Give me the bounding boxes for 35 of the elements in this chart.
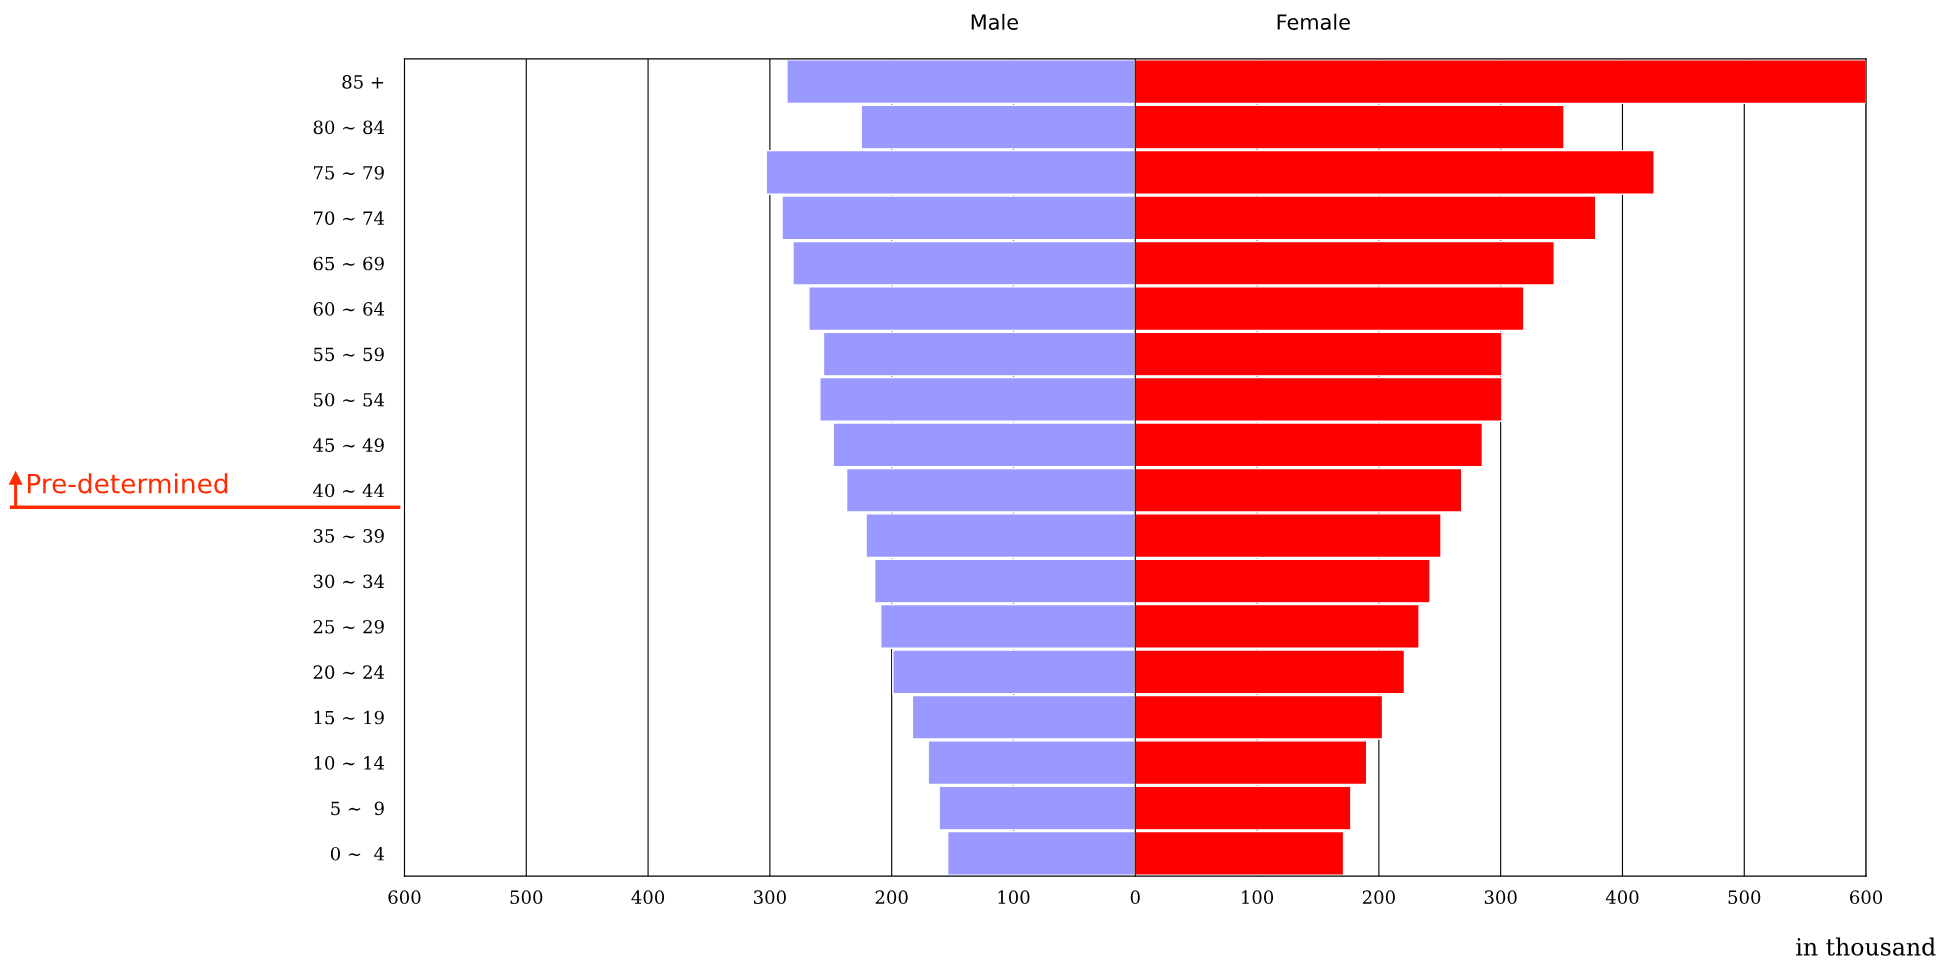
y-tick-label: 80 ∼ 84	[313, 120, 385, 135]
y-tick-label: 65 ∼ 69	[313, 256, 384, 271]
x-tick-label: 400	[1605, 890, 1639, 905]
y-tick-label: 45 ∼ 49	[313, 438, 384, 452]
x-tick-label: 300	[754, 890, 786, 905]
x-tick-label: 500	[1728, 890, 1761, 905]
x-tick-label: 0	[1130, 890, 1140, 905]
y-tick-label: 85 +	[342, 75, 384, 89]
x-tick-label: 600	[388, 890, 421, 905]
y-tick-label: 35 ∼ 39	[313, 529, 384, 543]
y-tick-label: 60 ∼ 64	[313, 302, 385, 316]
x-tick-label: 500	[510, 890, 543, 905]
y-tick-label: 10 ∼ 14	[314, 756, 385, 770]
x-tick-label: 600	[1850, 890, 1883, 905]
y-tick-label: 50 ∼ 54	[314, 392, 385, 407]
y-tick-label: 25 ∼ 29	[313, 619, 384, 634]
y-tick-label: 55 ∼ 59	[314, 347, 384, 362]
x-tick-label: 300	[1484, 890, 1517, 905]
y-tick-label: 70 ∼ 74	[313, 211, 385, 225]
text: Pre-determined	[27, 473, 228, 494]
x-tick-label: 100	[1242, 890, 1274, 905]
x-axis-title: in thousand	[1796, 937, 1936, 956]
series-label: Male	[971, 13, 1018, 30]
y-tick-label: 40 ∼ 44	[313, 483, 385, 498]
y-tick-label: 0 ∼ 4	[330, 846, 385, 861]
y-tick-label: 5 ∼ 9	[331, 801, 384, 816]
series-label: Female	[1277, 13, 1350, 30]
x-tick-label: 200	[875, 890, 908, 905]
y-tick-label: 30 ∼ 34	[313, 574, 385, 589]
y-tick-label: 75 ∼ 79	[313, 165, 384, 180]
x-tick-label: 100	[998, 890, 1030, 905]
x-tick-label: 200	[1362, 890, 1395, 905]
y-tick-label: 15 ∼ 19	[314, 710, 384, 725]
x-tick-label: 400	[631, 890, 665, 905]
y-tick-label: 20 ∼ 24	[313, 665, 385, 679]
